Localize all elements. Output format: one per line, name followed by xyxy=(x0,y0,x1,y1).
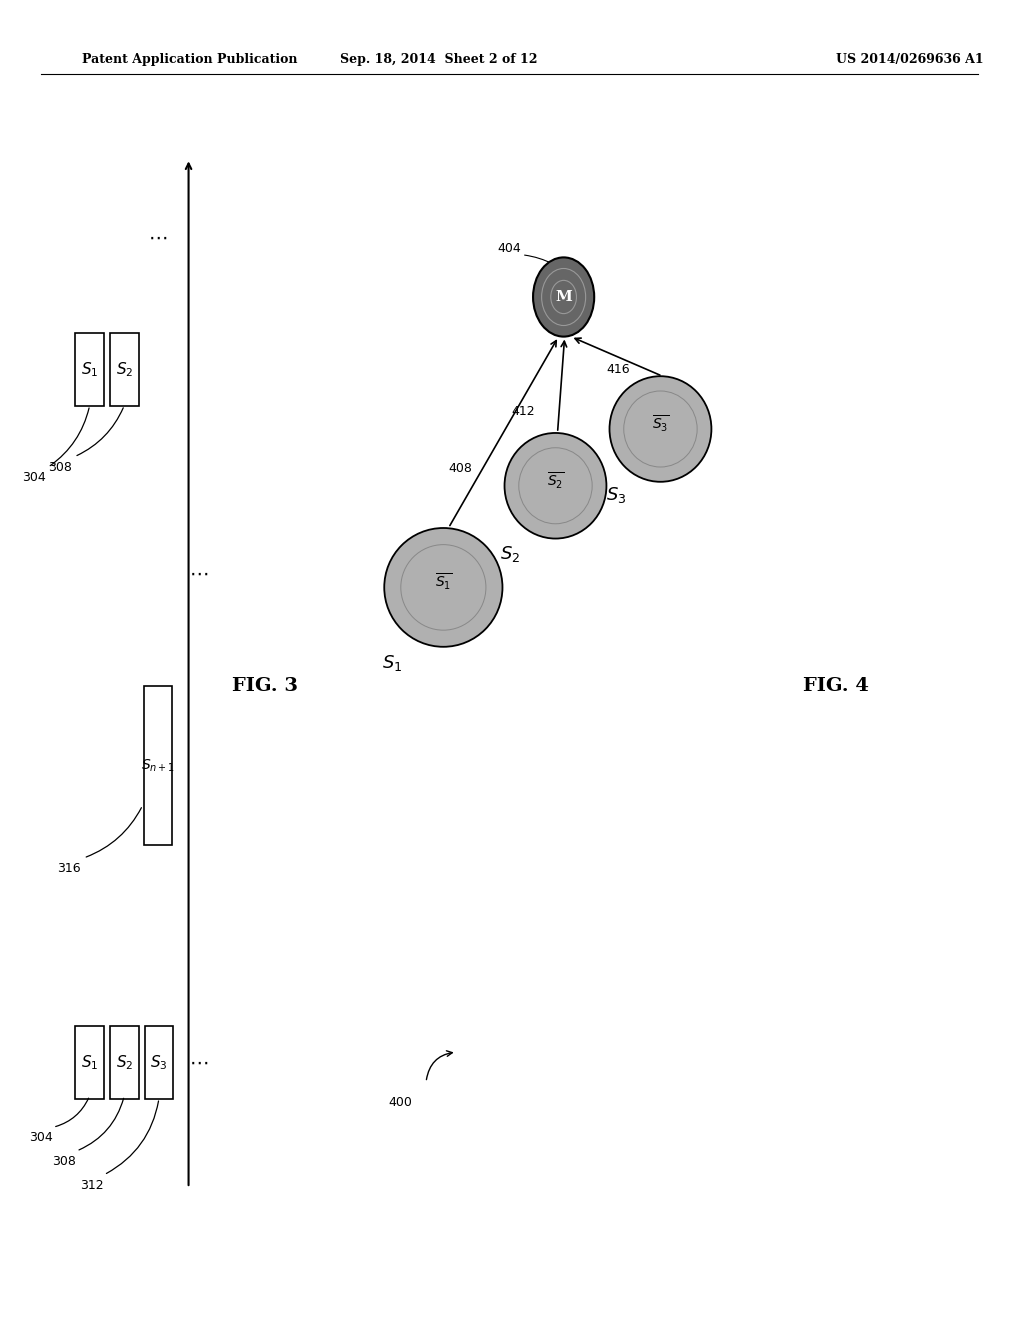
Text: M: M xyxy=(555,290,572,304)
Text: $S_2$: $S_2$ xyxy=(500,544,520,565)
Text: 304: 304 xyxy=(29,1131,52,1144)
FancyBboxPatch shape xyxy=(110,1027,138,1098)
Text: 400: 400 xyxy=(389,1096,413,1109)
Ellipse shape xyxy=(384,528,503,647)
Text: 308: 308 xyxy=(52,1155,76,1168)
Text: 312: 312 xyxy=(80,1179,103,1192)
Text: $S_1$: $S_1$ xyxy=(81,360,98,379)
FancyBboxPatch shape xyxy=(76,333,104,407)
Text: FIG. 3: FIG. 3 xyxy=(232,677,298,696)
Text: 412: 412 xyxy=(511,405,535,418)
Text: 408: 408 xyxy=(449,462,473,475)
Ellipse shape xyxy=(505,433,606,539)
Text: $S_1$: $S_1$ xyxy=(382,652,402,673)
Text: $\cdots$: $\cdots$ xyxy=(189,1053,208,1072)
Text: $\overline{S_1}$: $\overline{S_1}$ xyxy=(434,572,452,593)
Text: FIG. 4: FIG. 4 xyxy=(803,677,868,696)
Text: $S_2$: $S_2$ xyxy=(116,360,133,379)
Text: Patent Application Publication: Patent Application Publication xyxy=(82,53,297,66)
Text: $S_{n+1}$: $S_{n+1}$ xyxy=(141,758,175,774)
Text: 308: 308 xyxy=(48,461,72,474)
Text: Sep. 18, 2014  Sheet 2 of 12: Sep. 18, 2014 Sheet 2 of 12 xyxy=(340,53,537,66)
FancyBboxPatch shape xyxy=(76,1027,104,1098)
Text: $\cdots$: $\cdots$ xyxy=(148,228,168,247)
Ellipse shape xyxy=(609,376,712,482)
Circle shape xyxy=(534,257,594,337)
Text: $\overline{S_2}$: $\overline{S_2}$ xyxy=(547,470,564,491)
Text: US 2014/0269636 A1: US 2014/0269636 A1 xyxy=(836,53,983,66)
FancyBboxPatch shape xyxy=(144,1027,173,1098)
Text: $S_3$: $S_3$ xyxy=(606,484,627,506)
Text: 404: 404 xyxy=(498,242,521,255)
Text: $S_2$: $S_2$ xyxy=(116,1053,133,1072)
Text: 316: 316 xyxy=(57,862,81,875)
Text: 416: 416 xyxy=(607,363,631,376)
Text: $\cdots$: $\cdots$ xyxy=(189,565,208,583)
Text: $\overline{S_3}$: $\overline{S_3}$ xyxy=(651,413,669,434)
FancyBboxPatch shape xyxy=(110,333,138,407)
Text: $S_1$: $S_1$ xyxy=(81,1053,98,1072)
Text: $S_3$: $S_3$ xyxy=(151,1053,168,1072)
FancyBboxPatch shape xyxy=(143,686,172,845)
Text: 304: 304 xyxy=(22,471,45,484)
